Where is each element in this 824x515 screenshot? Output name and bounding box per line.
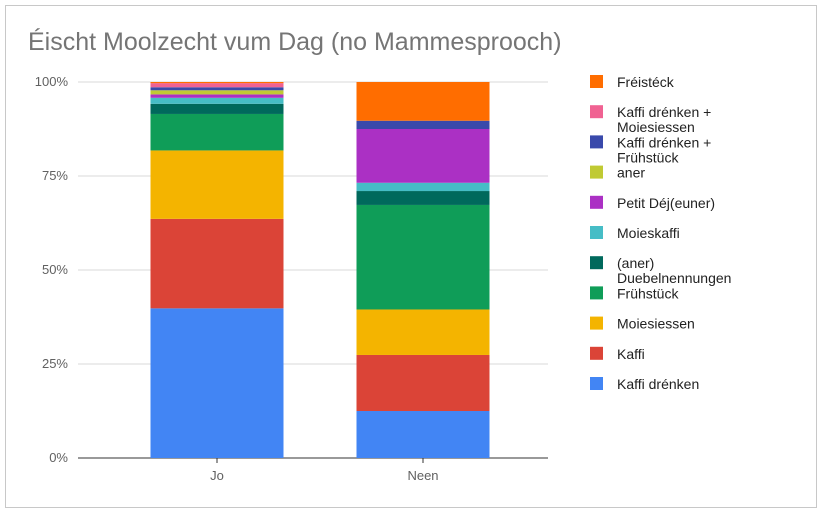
legend-swatch bbox=[590, 165, 603, 179]
bar-segment bbox=[356, 182, 490, 192]
x-tick-label: Jo bbox=[210, 468, 224, 483]
legend-swatch bbox=[590, 75, 603, 88]
bar-segment bbox=[356, 82, 490, 121]
bar-segment bbox=[150, 82, 284, 84]
bar-segment bbox=[150, 150, 284, 219]
bar-segment bbox=[150, 113, 284, 151]
x-tick-label: Neen bbox=[407, 468, 438, 483]
bar-segment bbox=[356, 129, 490, 183]
legend-label: Kaffi drénken + Frühstück bbox=[617, 134, 711, 165]
bar-segment bbox=[150, 308, 284, 458]
y-tick-label: 100% bbox=[35, 74, 69, 89]
bar-segment bbox=[150, 103, 284, 114]
legend-label: Moiesiessen bbox=[617, 316, 695, 332]
legend-label: Kaffi drénken bbox=[617, 376, 699, 392]
legend-swatch bbox=[590, 226, 603, 239]
legend-label: Petit Déj(euner) bbox=[617, 195, 715, 211]
bar-segment bbox=[356, 411, 490, 458]
legend-label: aner bbox=[617, 165, 645, 181]
legend-swatch bbox=[590, 346, 603, 360]
bar-segment bbox=[150, 90, 284, 95]
legend-label: (aner) Duebelnennungen bbox=[617, 255, 731, 286]
bar-segment bbox=[150, 94, 284, 98]
legend-label: Fréistéck bbox=[617, 74, 675, 90]
bar-segment bbox=[356, 204, 490, 310]
y-tick-label: 50% bbox=[42, 262, 68, 277]
bar-segment bbox=[356, 191, 490, 205]
legend-label: Frühstück bbox=[617, 285, 679, 301]
chart-title: Éischt Moolzecht vum Dag (no Mammesprooc… bbox=[28, 28, 562, 56]
bar-segment bbox=[150, 97, 284, 104]
legend-swatch bbox=[590, 256, 603, 270]
bar-segment bbox=[356, 309, 490, 355]
legend-label: Kaffi bbox=[617, 346, 645, 362]
legend-swatch bbox=[590, 105, 603, 119]
legend-swatch bbox=[590, 316, 603, 330]
legend-swatch bbox=[590, 286, 603, 300]
bar-segment bbox=[356, 120, 490, 129]
legend-label: Moieskaffi bbox=[617, 225, 680, 241]
y-tick-label: 75% bbox=[42, 168, 68, 183]
legend-label: Kaffi drénken + Moiesiessen bbox=[617, 104, 711, 135]
legend-swatch bbox=[590, 195, 603, 209]
bar-segment bbox=[356, 354, 490, 411]
y-tick-label: 25% bbox=[42, 356, 68, 371]
y-tick-label: 0% bbox=[49, 450, 68, 465]
bar-segment bbox=[150, 87, 284, 91]
bar-segment bbox=[150, 83, 284, 88]
legend-swatch bbox=[590, 377, 603, 390]
bar-segment bbox=[150, 218, 284, 309]
legend-swatch bbox=[590, 135, 603, 149]
